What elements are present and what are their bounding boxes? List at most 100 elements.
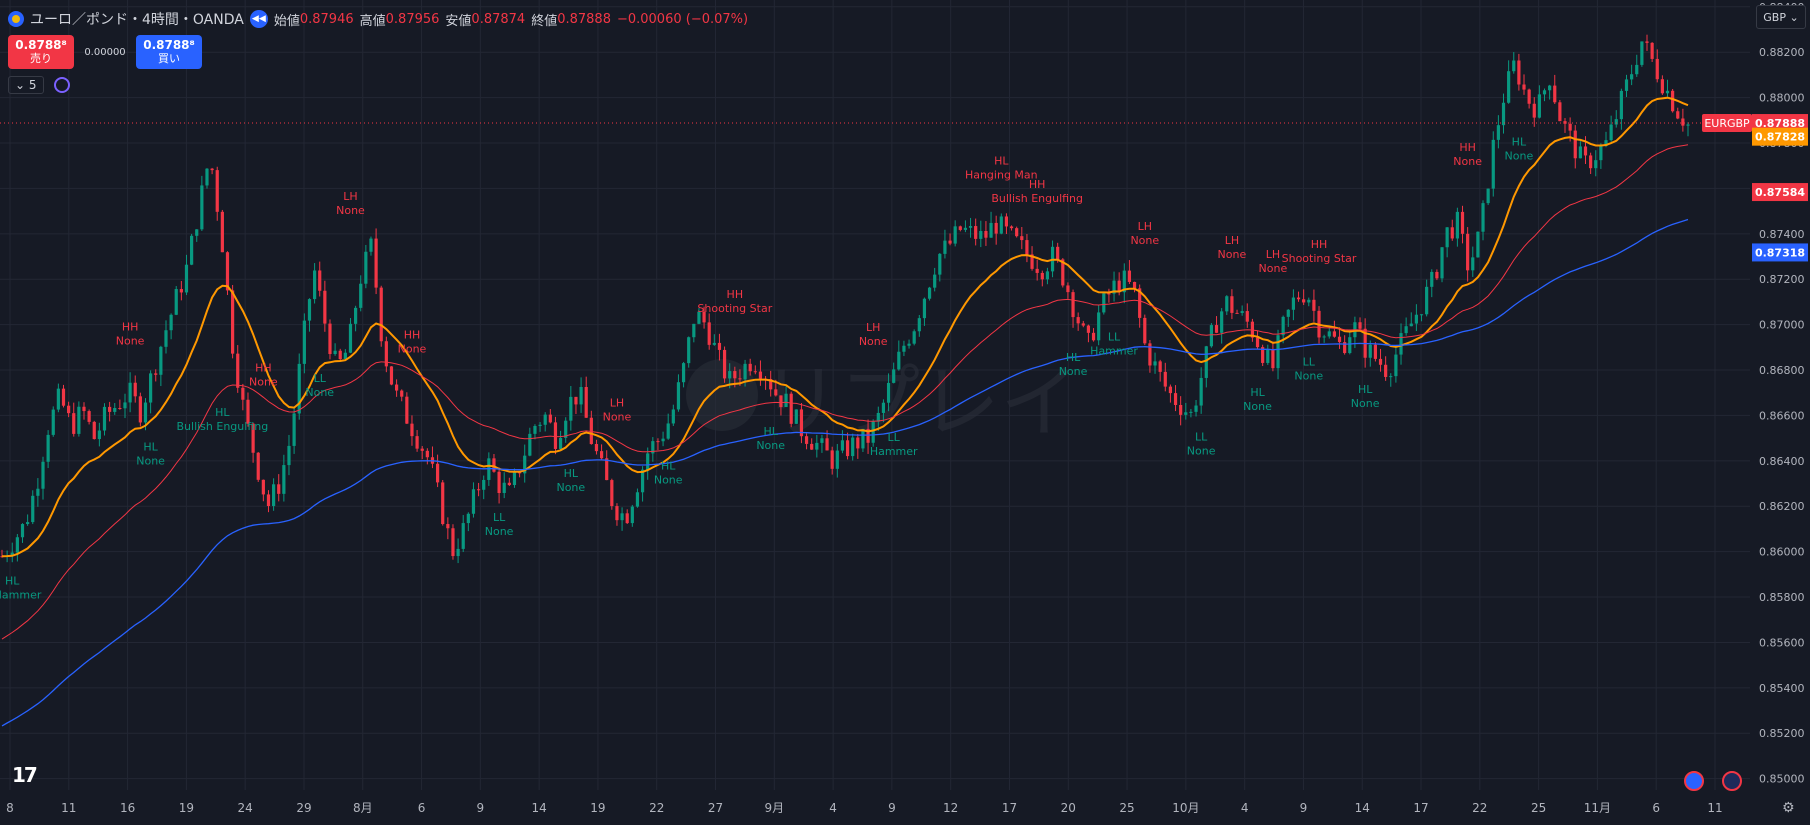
- x-tick-label: 22: [649, 801, 664, 815]
- candle-body: [886, 382, 891, 403]
- swing-label: HL: [763, 425, 778, 438]
- tradingview-logo[interactable]: 17: [12, 763, 38, 787]
- candle-body: [292, 413, 296, 446]
- x-tick-label: 4: [829, 801, 837, 815]
- candle-body: [179, 289, 183, 293]
- replay-icon[interactable]: ◀◀: [249, 10, 268, 28]
- candle-body: [1460, 211, 1465, 234]
- swing-label: HL: [143, 440, 158, 453]
- candle-body: [1199, 377, 1203, 406]
- x-tick-label: 10月: [1172, 801, 1199, 815]
- candle-body: [225, 252, 230, 291]
- candle-body: [938, 253, 942, 275]
- candle-body: [640, 469, 645, 493]
- candle-body: [174, 289, 178, 315]
- indicator-toggle-button[interactable]: ⌄ 5: [8, 76, 44, 94]
- candle-body: [1076, 317, 1080, 324]
- change-value: −0.00060 (−0.07%): [616, 11, 749, 27]
- pattern-label: None: [756, 439, 785, 452]
- ema-mid-tag-bg: [1752, 183, 1808, 202]
- candle-body: [1404, 326, 1408, 334]
- pattern-label: None: [1243, 400, 1272, 413]
- candle-body: [548, 414, 552, 423]
- candle-body: [671, 409, 675, 424]
- candle-body: [92, 421, 96, 440]
- candle-body: [476, 489, 481, 491]
- swing-label: LL: [888, 431, 901, 444]
- candle-body: [1127, 270, 1132, 282]
- candle-body: [968, 226, 973, 228]
- candle-body: [594, 444, 599, 452]
- candle-body: [912, 331, 916, 344]
- candle-body: [502, 482, 506, 494]
- pattern-label: None: [1294, 369, 1323, 382]
- candle-body: [1660, 79, 1664, 94]
- candle-body: [605, 458, 609, 481]
- candle-body: [666, 423, 670, 439]
- candle-body: [1686, 124, 1690, 126]
- x-tick-label: 14: [531, 801, 546, 815]
- candle-body: [36, 488, 40, 496]
- ema-slow-line: [1, 218, 1689, 727]
- symbol-title[interactable]: ユーロ／ポンド・4時間・OANDA: [30, 12, 244, 28]
- candle-body: [1399, 333, 1403, 355]
- uk-flag-icon[interactable]: [1722, 771, 1742, 791]
- candle-body: [974, 226, 978, 239]
- candle-body: [451, 528, 455, 557]
- candle-body: [256, 452, 260, 480]
- candle-body: [1409, 323, 1413, 327]
- candle-body: [517, 472, 522, 474]
- candle-body: [1537, 94, 1541, 118]
- candle-body: [241, 387, 245, 400]
- candle-body: [461, 523, 465, 549]
- candle-body: [1609, 124, 1613, 141]
- candle-body: [1373, 344, 1377, 359]
- loading-ring-icon: [53, 77, 70, 93]
- candle-body: [323, 290, 327, 324]
- swing-label: HL: [564, 467, 579, 480]
- x-tick-label: 9月: [764, 801, 784, 815]
- candle-body: [1517, 60, 1521, 85]
- candle-body: [1445, 227, 1449, 248]
- swing-label: HH: [404, 329, 421, 342]
- candle-body: [902, 345, 906, 352]
- candle-body: [1614, 119, 1618, 125]
- candle-body: [1302, 299, 1306, 303]
- candle-body: [169, 314, 173, 331]
- candle-body: [441, 482, 445, 525]
- candle-body: [1086, 325, 1091, 333]
- candle-body: [851, 437, 855, 457]
- open-value: 0.87946: [299, 11, 354, 27]
- pattern-label: None: [249, 376, 278, 389]
- eu-flag-icon[interactable]: [1684, 771, 1704, 791]
- candle-body: [195, 229, 199, 236]
- settings-gear-icon[interactable]: ⚙: [1782, 800, 1795, 816]
- candle-body: [497, 471, 501, 494]
- candle-body: [446, 524, 450, 529]
- currency-select[interactable]: GBP ⌄: [1756, 5, 1806, 29]
- candle-body: [676, 382, 681, 410]
- candle-body: [425, 450, 429, 458]
- candle-body: [287, 445, 291, 466]
- candle-body: [630, 506, 634, 524]
- x-tick-label: 27: [708, 801, 723, 815]
- candle-body: [1486, 188, 1490, 204]
- candle-body: [1081, 323, 1085, 326]
- candle-body: [10, 552, 14, 556]
- swing-label: LH: [1225, 234, 1239, 247]
- swing-label: HL: [1512, 136, 1527, 149]
- candle-body: [907, 343, 911, 346]
- candle-body: [1276, 335, 1280, 369]
- buy-button[interactable]: 0.8788⁸ 買い: [136, 35, 202, 69]
- pattern-label: Shooting Star: [697, 302, 772, 315]
- sell-button[interactable]: 0.8788⁸ 売り: [8, 35, 74, 69]
- candle-body: [958, 226, 962, 230]
- candle-body: [943, 240, 947, 254]
- candle-body: [963, 227, 968, 230]
- candle-body: [1573, 130, 1577, 159]
- candle-body: [1163, 371, 1167, 387]
- spread-value: 0.00000: [84, 46, 126, 58]
- candle-body: [646, 453, 650, 470]
